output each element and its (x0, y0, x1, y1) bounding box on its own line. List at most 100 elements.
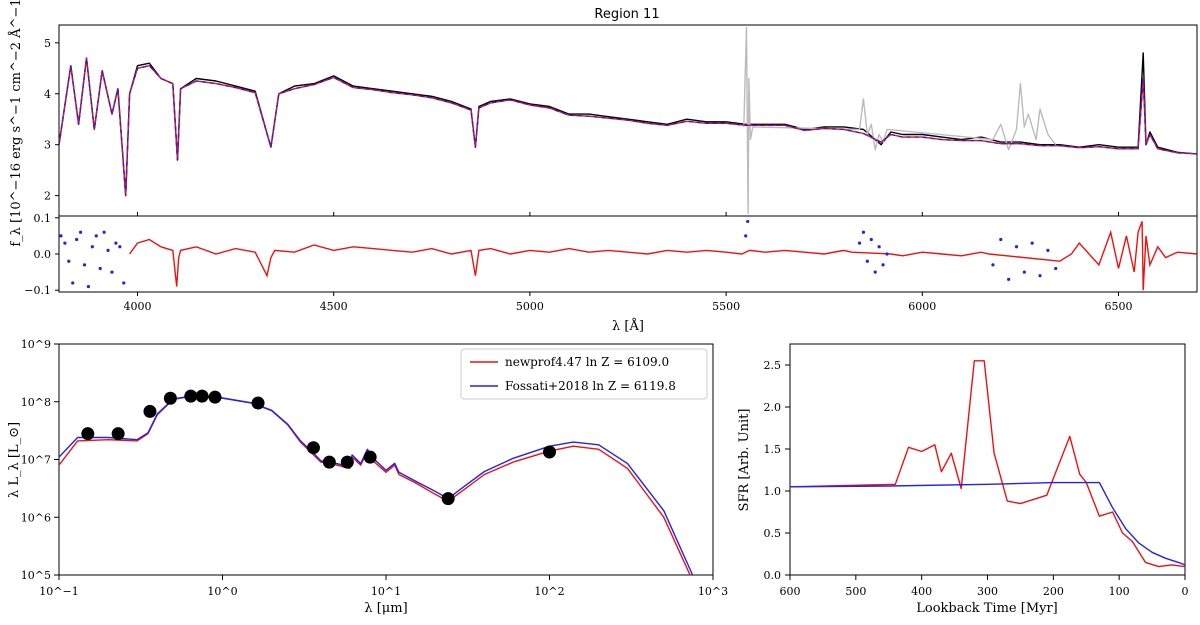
spectrum-y-axis-label: f_λ [10^−16 erg s^−1 cm^−2 Å^−1] (8, 0, 24, 247)
residual-masked-point (118, 245, 122, 249)
residual-masked-point (746, 219, 750, 224)
series-model-blue (59, 57, 1197, 197)
sed-y-axis-label: λ L_λ [L_⊙] (7, 422, 22, 498)
photometry-point (543, 445, 556, 459)
sfh-y-tick-label: 2.0 (764, 401, 782, 414)
spectrum-y-tick-label: 2 (44, 190, 51, 203)
sfh-frame (789, 343, 1186, 576)
residual-panel: λ [Å] −0.1 0.0 0.1 4000 4500 5000 5500 6000 6500 (24, 212, 1198, 334)
series-model (59, 57, 1197, 197)
residual-masked-point (1030, 241, 1034, 245)
photometry-point (208, 390, 222, 404)
photometry-point (363, 450, 377, 464)
residual-masked-point (1046, 248, 1050, 252)
residual-x-tick-label: 4500 (320, 300, 348, 313)
series-observed (59, 52, 1197, 197)
residual-masked-point (881, 263, 885, 267)
chart-title: Region 11 (594, 7, 659, 22)
residual-y-tick-label: 0.0 (34, 248, 52, 261)
sfh-x-tick-label: 600 (780, 585, 801, 598)
photometry-point (441, 492, 455, 506)
sed-x-tick-label: 10^2 (534, 585, 564, 598)
residual-masked-point (1038, 274, 1042, 278)
residual-masked-point (106, 248, 110, 252)
sed-legend: newprof4.47 ln Z = 6109.0 Fossati+2018 l… (460, 348, 708, 400)
sfh-x-tick-label: 500 (845, 585, 866, 598)
residual-x-axis-label: λ [Å] (612, 318, 644, 334)
residual-masked-point (122, 281, 126, 285)
residual-masked-point (869, 237, 873, 242)
residual-masked-point (1054, 266, 1058, 271)
residual-masked-point (861, 230, 866, 234)
sed-panel: λ [μm] λ L_λ [L_⊙] newprof4.47 ln Z = 61… (7, 338, 728, 616)
residual-masked-point (59, 234, 63, 238)
photometry-point (81, 427, 95, 441)
residual-masked-point (78, 230, 83, 234)
sed-y-tick-label: 10^6 (21, 511, 51, 524)
sed-y-tick-label: 10^5 (21, 569, 51, 582)
sfh-y-tick-label: 1.5 (764, 443, 782, 456)
sed-x-tick-label: 10^1 (371, 585, 401, 598)
series-masked (743, 26, 1057, 215)
residual-masked-point (114, 241, 118, 245)
series-blue (790, 481, 1185, 566)
sfh-y-tick-label: 2.5 (764, 359, 782, 372)
residual-masked-point (94, 234, 98, 238)
sed-x-tick-label: 10^−1 (39, 585, 78, 598)
photometry-point (251, 396, 265, 410)
spectrum-y-tick-label: 4 (44, 88, 51, 101)
photometry-point (322, 455, 336, 469)
sed-x-axis-label: λ [μm] (364, 601, 407, 616)
residual-masked-point (63, 241, 67, 245)
sed-x-tick-label: 10^0 (207, 585, 237, 598)
residual-masked-point (865, 259, 869, 263)
residual-y-tick-label: 0.1 (34, 212, 52, 225)
residual-masked-point (86, 284, 91, 289)
residual-masked-point (873, 270, 877, 274)
residual-masked-point (1007, 277, 1011, 281)
residual-frame (58, 215, 1198, 293)
photometry-point (143, 404, 157, 418)
sfh-y-tick-label: 1.0 (764, 485, 782, 498)
photometry-point (163, 391, 177, 405)
sed-x-tick-label: 10^3 (698, 585, 728, 598)
residual-masked-point (90, 245, 94, 249)
photometry-point (184, 389, 198, 403)
sfh-y-tick-label: 0.0 (764, 569, 782, 582)
residual-x-tick-label: 6000 (908, 300, 936, 313)
residual-x-tick-label: 4000 (123, 300, 151, 313)
residual-masked-point (1014, 245, 1019, 249)
legend-box (460, 348, 708, 400)
residual-masked-point (999, 237, 1003, 242)
sfh-y-axis-label: SFR [Arb. Unit] (737, 409, 752, 512)
residual-x-tick-label: 5500 (712, 300, 740, 313)
sfh-x-tick-label: 200 (1043, 585, 1064, 598)
residual-masked-point (82, 263, 87, 267)
residual-masked-point (857, 241, 862, 245)
photometry-point (340, 455, 354, 469)
residual-masked-point (98, 266, 102, 271)
residual-masked-point (991, 263, 995, 267)
legend-entry-fossati: Fossati+2018 ln Z = 6119.8 (505, 379, 676, 393)
sfh-x-tick-label: 400 (911, 585, 932, 598)
spectrum-y-tick-label: 5 (44, 37, 51, 50)
photometry-point (195, 389, 209, 403)
residual-masked-point (67, 259, 71, 263)
sfh-x-tick-label: 0 (1182, 585, 1189, 598)
residual-masked-point (75, 237, 79, 242)
sfh-panel: Lookback Time [Myr] SFR [Arb. Unit] 600 5… (737, 343, 1189, 616)
series-newprof4-47 (59, 396, 691, 575)
sed-y-tick-label: 10^8 (21, 396, 51, 409)
photometry-point (306, 441, 320, 455)
sfh-y-tick-label: 0.5 (764, 527, 782, 540)
residual-masked-point (110, 270, 114, 274)
legend-entry-newprof: newprof4.47 ln Z = 6109.0 (505, 355, 669, 369)
sed-y-tick-label: 10^7 (21, 454, 51, 467)
residual-masked-point (744, 234, 748, 238)
sfh-x-axis-label: Lookback Time [Myr] (916, 601, 1058, 616)
residual-masked-point (1022, 270, 1026, 274)
residual-x-tick-label: 6500 (1105, 300, 1133, 313)
residual-masked-point (102, 230, 106, 234)
sfh-x-tick-label: 300 (977, 585, 998, 598)
